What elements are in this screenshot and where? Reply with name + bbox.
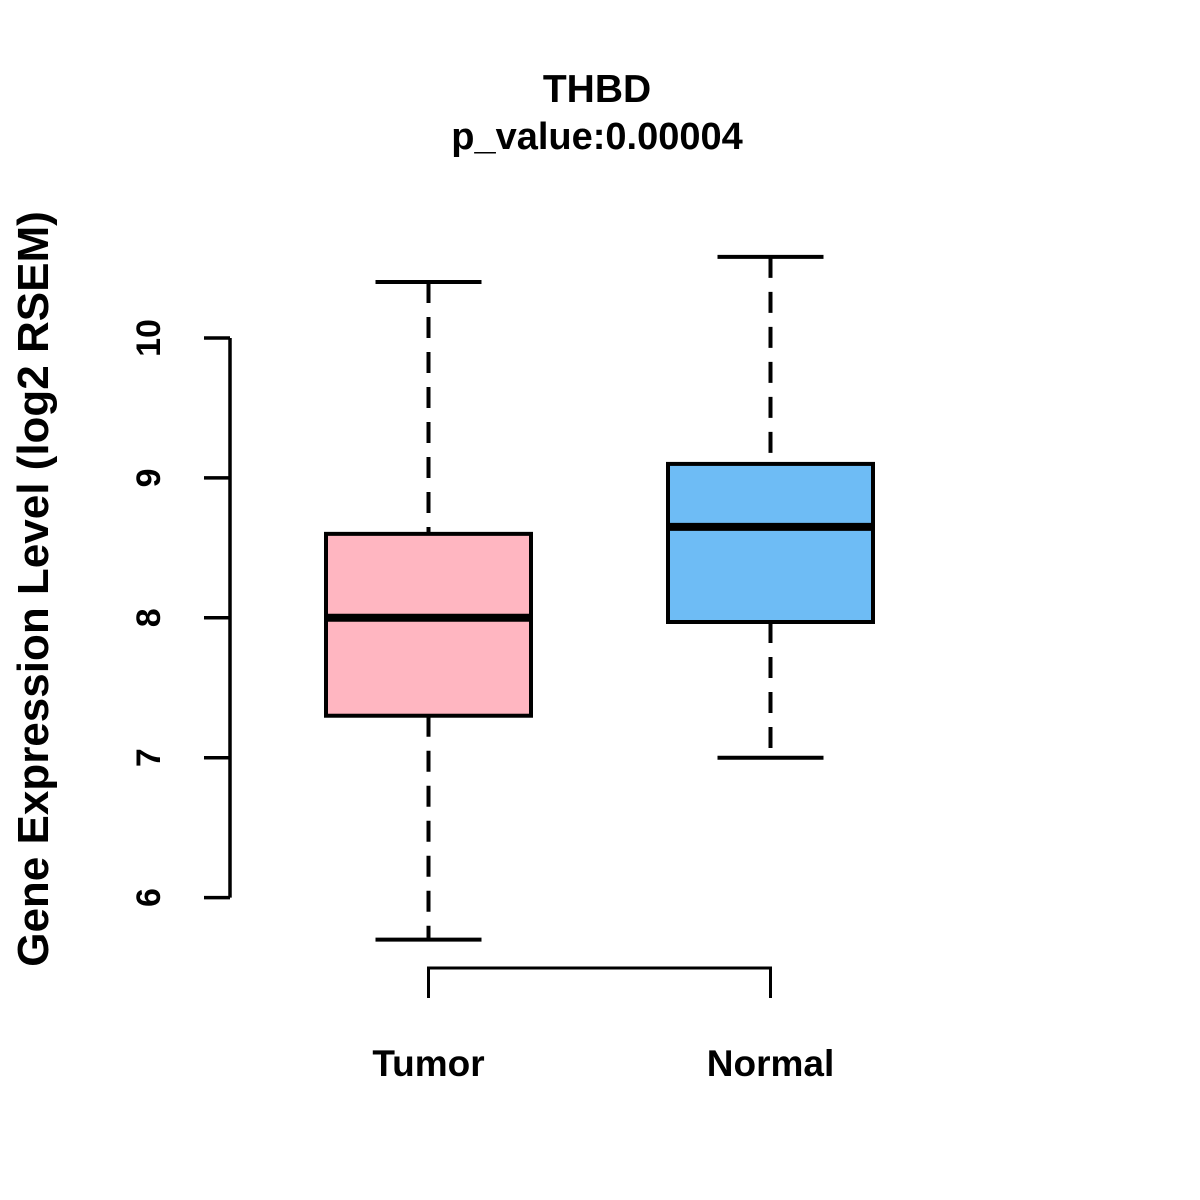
tumor-category-label: Tumor — [372, 1043, 484, 1084]
normal-box — [666, 461, 875, 624]
comparison-bracket — [427, 966, 772, 998]
y-axis-tick-label: 9 — [130, 468, 168, 487]
y-axis-tick-label: 7 — [130, 748, 168, 767]
tumor-box — [324, 531, 533, 718]
chart-subtitle-pvalue: p_value:0.00004 — [451, 116, 743, 158]
y-axis-tick-label: 8 — [130, 608, 168, 627]
normal-category-label: Normal — [707, 1043, 834, 1084]
y-axis-tick-label: 10 — [130, 319, 168, 357]
y-axis-label: Gene Expression Level (log2 RSEM) — [9, 211, 58, 967]
y-axis-tick-label: 6 — [130, 888, 168, 907]
chart-title: THBD — [542, 68, 652, 111]
